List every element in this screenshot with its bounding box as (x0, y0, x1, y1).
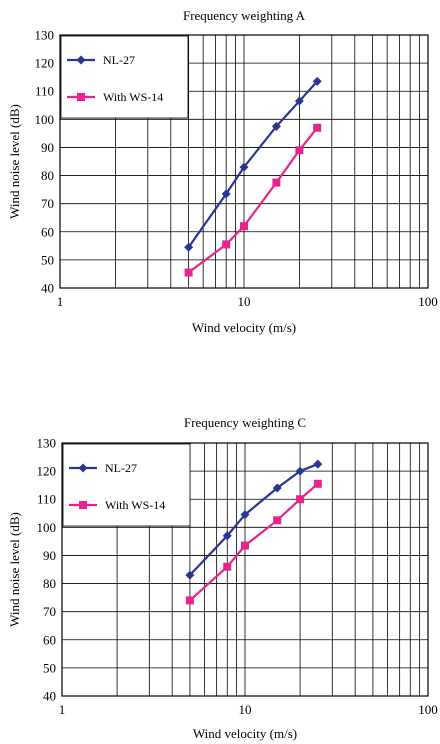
y-axis-label: Wind noise level (dB) (7, 512, 22, 627)
data-point (223, 562, 232, 571)
y-tick-label: 120 (35, 56, 55, 71)
plot-frame (61, 442, 429, 697)
y-tick-label: 130 (35, 28, 55, 43)
legend: NL-27 With WS-14 (60, 35, 189, 119)
legend-label: NL-27 (103, 53, 135, 67)
data-point (312, 76, 322, 86)
series-nl-27 (184, 76, 322, 252)
y-tick-label: 60 (41, 224, 54, 239)
x-tick-label: 100 (418, 294, 438, 309)
chart-frequency-weighting-c: Frequency weighting C4050607080901001101… (7, 415, 438, 741)
chart-title: Frequency weighting C (184, 415, 306, 430)
data-point (222, 240, 231, 249)
data-point (184, 242, 194, 252)
data-point (313, 479, 322, 488)
data-point (221, 189, 231, 199)
data-point (222, 531, 232, 541)
legend-box (60, 35, 189, 119)
chart-title: Frequency weighting A (183, 8, 306, 23)
legend: NL-27 With WS-14 (62, 443, 191, 527)
diamond-marker-icon (76, 55, 86, 65)
x-tick-label: 10 (239, 702, 252, 717)
x-axis-label: Wind velocity (m/s) (193, 726, 297, 741)
data-point (239, 162, 249, 172)
data-point (295, 146, 304, 155)
y-tick-label: 110 (35, 84, 54, 99)
y-tick-label: 80 (43, 576, 56, 591)
y-tick-label: 120 (37, 464, 57, 479)
plot-frame (59, 34, 429, 289)
legend-item: NL-27 (69, 461, 137, 475)
grid (60, 35, 428, 288)
legend-label: With WS-14 (105, 498, 165, 512)
y-tick-label: 100 (35, 112, 55, 127)
data-point (240, 510, 250, 520)
x-tick-label: 10 (238, 294, 251, 309)
y-tick-label: 70 (41, 196, 54, 211)
series-with-ws-14 (185, 479, 322, 605)
series-line (189, 463, 319, 576)
x-tick-label: 1 (59, 702, 66, 717)
legend-label: NL-27 (105, 461, 137, 475)
y-tick-label: 130 (37, 436, 57, 451)
data-point (185, 596, 194, 605)
series-with-ws-14 (184, 123, 322, 277)
data-point (240, 222, 248, 231)
y-tick-label: 80 (41, 168, 54, 183)
y-tick-label: 100 (37, 520, 57, 535)
legend-label: With WS-14 (103, 90, 163, 104)
series-line (187, 80, 319, 248)
legend-item: NL-27 (67, 53, 135, 67)
y-tick-label: 50 (41, 252, 54, 267)
y-tick-label: 40 (43, 689, 56, 704)
square-marker-icon (79, 501, 87, 509)
data-point (273, 516, 282, 525)
data-point (296, 495, 305, 504)
data-point (241, 541, 249, 550)
data-point (185, 570, 195, 580)
y-tick-label: 90 (43, 548, 56, 563)
data-point (271, 121, 281, 131)
y-tick-label: 50 (43, 660, 56, 675)
y-tick-label: 90 (41, 140, 54, 155)
y-axis-label: Wind noise level (dB) (7, 104, 22, 219)
x-axis-label: Wind velocity (m/s) (192, 320, 296, 335)
data-point (184, 268, 193, 277)
y-tick-label: 60 (43, 632, 56, 647)
chart-frequency-weighting-a: Frequency weighting A4050607080901001101… (7, 8, 438, 335)
diamond-marker-icon (78, 463, 88, 473)
x-tick-label: 1 (57, 294, 64, 309)
y-tick-label: 70 (43, 604, 56, 619)
y-tick-label: 110 (37, 492, 56, 507)
legend-box (62, 443, 191, 527)
legend-item: With WS-14 (69, 498, 165, 512)
legend-item: With WS-14 (67, 90, 163, 104)
square-marker-icon (77, 93, 85, 101)
series-nl-27 (185, 459, 323, 580)
data-point (313, 459, 323, 469)
data-point (295, 466, 305, 476)
x-tick-label: 100 (418, 702, 438, 717)
y-tick-label: 40 (41, 281, 54, 296)
data-point (313, 123, 322, 132)
data-point (272, 178, 281, 187)
data-point (272, 483, 282, 493)
data-point (294, 96, 304, 106)
